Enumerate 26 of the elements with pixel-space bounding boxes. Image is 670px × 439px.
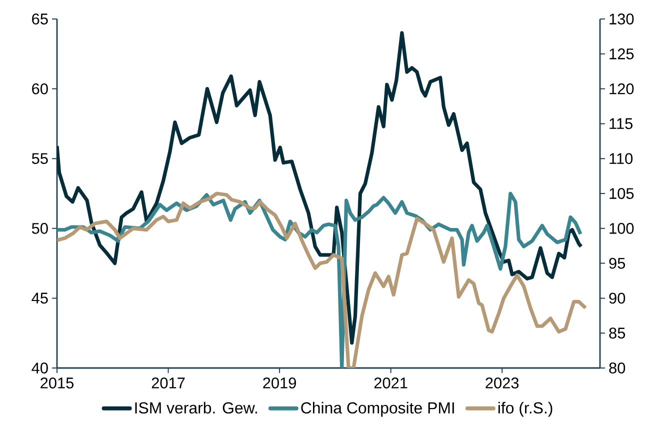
y-tick-label: 65	[32, 14, 48, 24]
x-tick-label: 2021	[374, 378, 408, 388]
y-tick-label: 50	[32, 222, 48, 234]
y2-tick-label: 100	[610, 222, 634, 234]
y2-tick-label: 105	[610, 188, 634, 199]
x-tick-label: 2015	[40, 378, 74, 388]
y2-tick-label: 120	[610, 83, 634, 94]
legend-label: China Composite PMI	[301, 402, 454, 417]
y2-tick-label: 90	[609, 292, 626, 304]
y2-tick-label: 115	[610, 118, 632, 130]
x-tick-label: 2023	[486, 378, 519, 388]
legend-label: ifo (r.S.)	[498, 402, 552, 417]
y2-tick-label: 130	[610, 14, 634, 24]
y2-tick-label: 80	[609, 362, 626, 374]
y-tick-label: 40	[32, 362, 48, 374]
x-tick-label: 2019	[263, 378, 296, 388]
y2-tick-label: 95	[609, 258, 626, 269]
y-tick-label: 60	[32, 83, 48, 94]
x-tick-label: 2017	[152, 378, 185, 388]
y2-tick-label: 110	[610, 153, 633, 164]
y-tick-label: 55	[32, 153, 48, 164]
y2-tick-label: 85	[609, 328, 626, 339]
line-series	[57, 31, 583, 345]
y2-tick-label: 125	[610, 48, 634, 60]
legend-label: ISM verarb. Gew.	[135, 402, 257, 414]
y-tick-label: 45	[32, 292, 48, 304]
